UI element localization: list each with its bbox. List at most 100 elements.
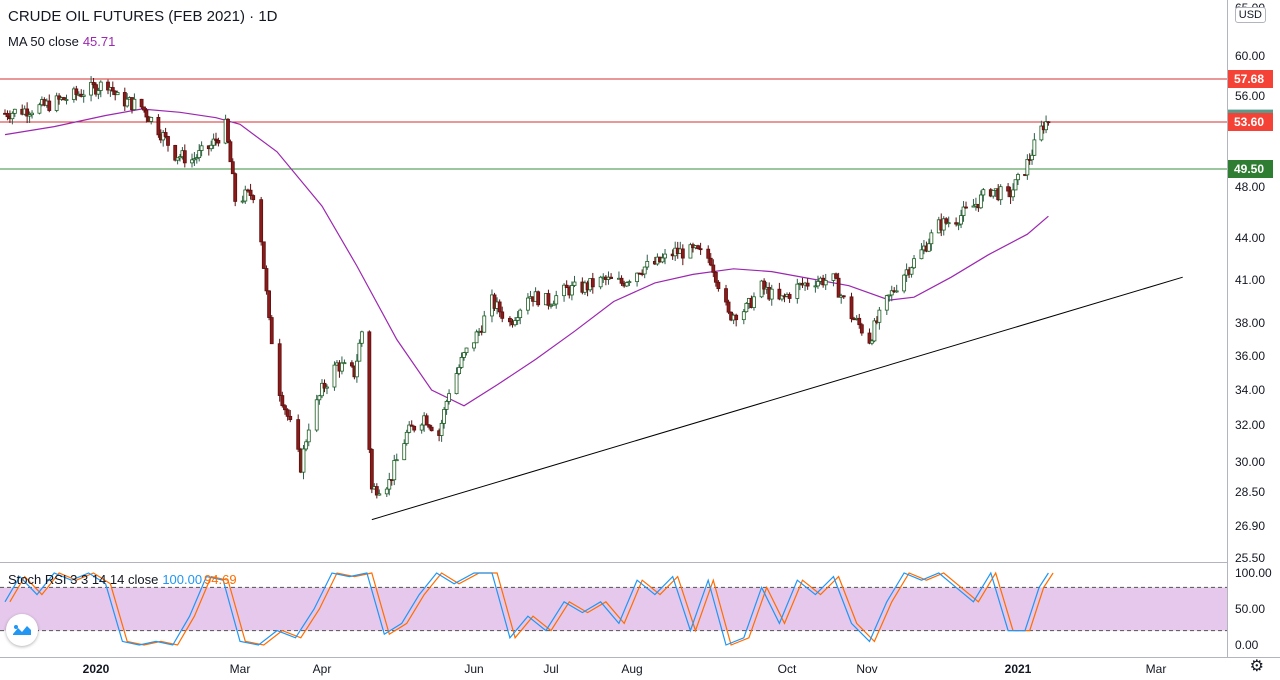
currency-badge[interactable]: USD: [1234, 7, 1266, 23]
candle-body: [508, 317, 512, 323]
tradingview-logo-icon[interactable]: [6, 614, 38, 646]
candle-body: [959, 215, 963, 225]
candle: [194, 154, 199, 164]
candle-body: [482, 315, 487, 333]
candle: [62, 96, 66, 101]
candle-body: [894, 290, 899, 293]
gear-icon[interactable]: ⚙: [1249, 658, 1264, 675]
candle-body: [663, 253, 667, 259]
candle: [267, 290, 271, 321]
trendline: [371, 276, 1183, 521]
time-tick-label: Apr: [313, 662, 332, 676]
price-label-red: 57.68: [1228, 70, 1273, 88]
candle: [5, 110, 10, 121]
candle: [367, 330, 372, 454]
candle: [12, 108, 17, 117]
price-tick-label: 48.00: [1235, 180, 1265, 194]
candle: [211, 133, 216, 149]
candle-body: [125, 98, 130, 107]
candle-body: [301, 448, 306, 473]
candle: [132, 93, 137, 111]
candle-body: [407, 424, 412, 433]
candle-body: [777, 288, 782, 300]
price-tick-label: 44.00: [1235, 231, 1265, 245]
candle-body: [173, 144, 178, 161]
candle: [713, 270, 718, 287]
candle: [259, 196, 264, 246]
candle-body: [233, 173, 238, 202]
candle: [280, 391, 285, 408]
candle: [317, 394, 322, 405]
candle-body: [322, 382, 327, 389]
candle: [889, 285, 894, 302]
candle: [37, 102, 42, 115]
candle-body: [64, 99, 69, 101]
candle-body: [25, 108, 30, 117]
candle: [314, 394, 319, 433]
candle: [734, 313, 739, 327]
candle: [708, 253, 713, 267]
candle-body: [711, 264, 716, 273]
candle: [562, 283, 566, 302]
candle-body: [1039, 125, 1044, 141]
candle: [663, 249, 667, 265]
trendline-segment: [371, 276, 1183, 521]
candle-body: [454, 373, 459, 395]
candle: [264, 265, 269, 295]
price-tick-label: 28.50: [1235, 485, 1265, 499]
candle: [190, 153, 194, 168]
candle-body: [402, 443, 407, 461]
candle-body: [230, 161, 235, 175]
candle-body: [98, 81, 103, 91]
candle-body: [374, 486, 379, 496]
candle: [660, 253, 665, 264]
candle: [392, 454, 397, 486]
candle-body: [536, 291, 541, 306]
candle: [214, 132, 218, 146]
candle-body: [1032, 139, 1037, 156]
candle-body: [178, 156, 182, 159]
candle: [572, 275, 577, 288]
price-label-text: 57.68: [1234, 72, 1264, 86]
candle: [359, 330, 364, 347]
candle: [954, 217, 959, 227]
candle-body: [259, 199, 264, 243]
candle-body: [47, 100, 52, 111]
price-tick-label: 56.00: [1235, 89, 1265, 103]
candle: [836, 272, 841, 298]
chart-title: CRUDE OIL FUTURES (FEB 2021) · 1D: [8, 8, 278, 25]
candle: [350, 360, 354, 368]
candle: [1032, 133, 1037, 156]
candle-body: [199, 145, 204, 151]
candle: [354, 354, 359, 383]
price-tick-label: 30.00: [1235, 455, 1265, 469]
candle-body: [716, 281, 721, 290]
candle: [741, 308, 746, 325]
candle-body: [1016, 174, 1020, 181]
candle: [94, 82, 98, 97]
candle-body: [216, 140, 221, 144]
candle-body: [857, 317, 862, 326]
candle-body: [762, 280, 767, 290]
candle-body: [472, 342, 476, 349]
candle: [251, 194, 256, 204]
stoch-k-line: [4, 571, 1049, 646]
candle: [192, 151, 197, 166]
candle: [872, 318, 877, 343]
candle-body: [513, 320, 517, 326]
candle: [536, 290, 541, 307]
candle-body: [551, 303, 556, 306]
candle: [387, 472, 392, 496]
price-tick-label: 60.00: [1235, 49, 1265, 63]
candle: [374, 483, 379, 499]
candle: [884, 294, 889, 315]
candle: [508, 316, 512, 327]
candle: [457, 364, 461, 376]
candle: [1011, 183, 1015, 202]
stoch-tick-label: 50.00: [1235, 602, 1265, 616]
candle-body: [619, 277, 624, 284]
candle: [744, 301, 749, 313]
